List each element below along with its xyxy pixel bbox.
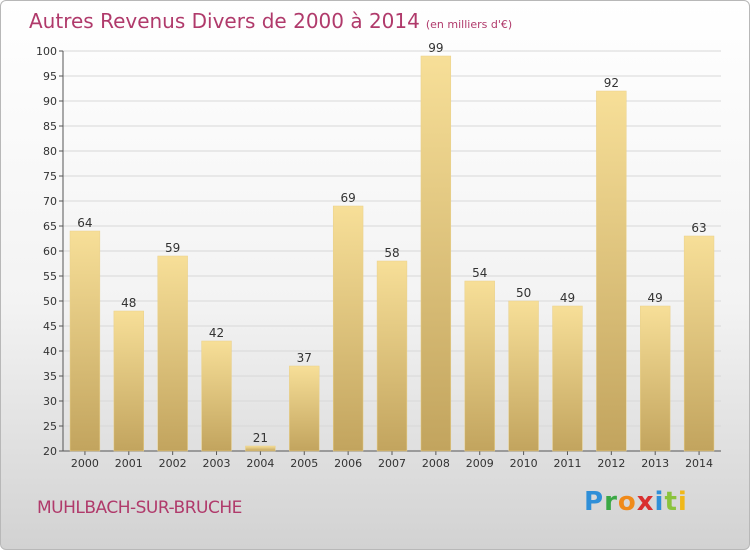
y-tick-label: 65 <box>43 220 57 233</box>
bar-2013 <box>640 305 671 452</box>
data-label-2010: 50 <box>516 286 531 300</box>
x-tick-label-2005: 2005 <box>290 457 318 470</box>
x-tick-label-2012: 2012 <box>597 457 625 470</box>
bar-2010 <box>508 300 539 452</box>
x-tick-label-2008: 2008 <box>422 457 450 470</box>
bar-2009 <box>464 280 495 452</box>
bar-2005 <box>289 365 320 452</box>
bar-2001 <box>113 310 144 452</box>
x-tick-label-2014: 2014 <box>685 457 713 470</box>
bar-2011 <box>552 305 583 452</box>
x-tick-label-2001: 2001 <box>115 457 143 470</box>
data-labels: 64 48 59 42 21 37 69 58 99 54 50 49 92 49 63 <box>77 41 706 445</box>
y-tick-label: 25 <box>43 420 57 433</box>
chart-title: Autres Revenus Divers de 2000 à 2014 (en … <box>29 9 512 33</box>
location-name: MUHLBACH-SUR-BRUCHE <box>37 498 242 518</box>
proxiti-logo: Proxiti <box>584 487 688 517</box>
y-tick-label: 80 <box>43 145 57 158</box>
chart-title-text: Autres Revenus Divers de 2000 à 2014 <box>29 9 420 33</box>
bar-2004 <box>245 445 276 452</box>
y-tick-label: 20 <box>43 445 57 458</box>
data-label-2004: 21 <box>253 431 268 445</box>
x-tick-label-2011: 2011 <box>553 457 581 470</box>
data-label-2012: 92 <box>604 76 619 90</box>
bar-2003 <box>201 340 232 452</box>
x-tick-label-2007: 2007 <box>378 457 406 470</box>
y-tick-label: 60 <box>43 245 57 258</box>
bar-2012 <box>596 90 627 452</box>
data-label-2006: 69 <box>340 191 355 205</box>
bar-2002 <box>157 255 188 452</box>
data-label-2005: 37 <box>297 351 312 365</box>
y-tick-label: 90 <box>43 95 57 108</box>
x-tick-label-2003: 2003 <box>203 457 231 470</box>
data-label-2003: 42 <box>209 326 224 340</box>
y-tick-label: 70 <box>43 195 57 208</box>
data-label-2002: 59 <box>165 241 180 255</box>
y-tick-label: 95 <box>43 70 57 83</box>
data-label-2009: 54 <box>472 266 487 280</box>
data-label-2008: 99 <box>428 41 443 55</box>
data-label-2013: 49 <box>648 291 663 305</box>
y-tick-label: 45 <box>43 320 57 333</box>
data-label-2001: 48 <box>121 296 136 310</box>
data-label-2007: 58 <box>384 246 399 260</box>
y-tick-label: 40 <box>43 345 57 358</box>
y-tick-label: 35 <box>43 370 57 383</box>
y-tick-label: 30 <box>43 395 57 408</box>
y-tick-label: 55 <box>43 270 57 283</box>
x-tick-label-2010: 2010 <box>510 457 538 470</box>
data-label-2000: 64 <box>77 216 92 230</box>
bar-2006 <box>332 205 364 452</box>
y-tick-label: 100 <box>36 45 57 58</box>
bar-2008 <box>420 55 452 452</box>
x-tick-label-2000: 2000 <box>71 457 99 470</box>
x-tick-label-2004: 2004 <box>246 457 274 470</box>
bar-2007 <box>376 260 408 452</box>
chart-subtitle: (en milliers d'€) <box>425 18 513 31</box>
bar-2000 <box>69 230 101 452</box>
x-tick-label-2002: 2002 <box>159 457 187 470</box>
x-tick-label-2013: 2013 <box>641 457 669 470</box>
y-tick-label: 85 <box>43 120 57 133</box>
bar-2014 <box>683 235 715 452</box>
y-tick-label: 75 <box>43 170 57 183</box>
x-tick-label-2009: 2009 <box>466 457 494 470</box>
y-tick-label: 50 <box>43 295 57 308</box>
data-label-2011: 49 <box>560 291 575 305</box>
bars <box>69 55 715 452</box>
x-tick-label-2006: 2006 <box>334 457 362 470</box>
data-label-2014: 63 <box>691 221 706 235</box>
